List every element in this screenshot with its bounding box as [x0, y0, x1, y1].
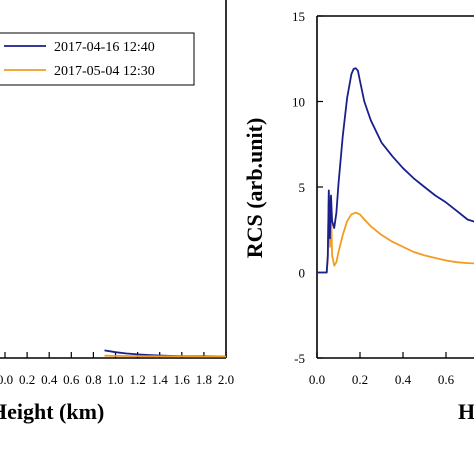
legend-label-series-2: 2017-05-04 12:30 [54, 64, 155, 79]
right-x-ticks: 0.0 0.2 0.4 0.6 [309, 352, 455, 387]
right-x-axis-title: Height (km) [458, 399, 474, 424]
left-x-tick-label: 0.4 [41, 372, 58, 387]
left-series-line-2 [104, 354, 226, 358]
left-x-tick-label: 1.0 [107, 372, 123, 387]
right-x-tick-label: 0.4 [395, 372, 412, 387]
right-y-tick-label: 10 [292, 95, 305, 110]
left-x-tick-label: 1.6 [174, 372, 191, 387]
left-panel: 0.0 0.2 0.4 0.6 0.8 1.0 1.2 1.4 1.6 1.8 2.0 2017-0… [0, 0, 234, 424]
left-x-tick-label: 2.0 [218, 372, 234, 387]
left-x-tick-label: 1.2 [129, 372, 145, 387]
right-y-tick-label: 5 [299, 180, 306, 195]
right-series-lines [317, 67, 474, 274]
right-series-line-1 [317, 67, 474, 274]
left-x-axis-title: Height (km) [0, 399, 104, 424]
left-x-tick-label: 0.2 [19, 372, 35, 387]
left-x-tick-label: 0.6 [63, 372, 80, 387]
left-x-tick-label: 0.0 [0, 372, 13, 387]
left-x-tick-label: 1.8 [196, 372, 212, 387]
right-x-tick-label: 0.2 [352, 372, 368, 387]
right-panel: -5 0 5 10 15 0.0 0.2 0.4 0.6 RCS (arb.unit) Hei… [242, 9, 474, 424]
right-x-tick-label: 0.6 [438, 372, 455, 387]
right-y-tick-label: 15 [292, 9, 305, 24]
right-y-ticks: -5 0 5 10 15 [292, 9, 323, 366]
right-y-tick-label: -5 [294, 351, 305, 366]
left-x-ticks: 0.0 0.2 0.4 0.6 0.8 1.0 1.2 1.4 1.6 1.8 2.0 [0, 352, 234, 387]
left-series-lines [104, 349, 227, 358]
left-x-tick-label: 0.8 [85, 372, 101, 387]
left-x-tick-label: 1.4 [152, 372, 169, 387]
right-x-tick-label: 0.0 [309, 372, 325, 387]
right-y-tick-label: 0 [299, 266, 306, 281]
right-y-axis-title: RCS (arb.unit) [242, 118, 267, 259]
legend: 2017-04-16 12:40 2017-05-04 12:30 [0, 32, 195, 86]
legend-label-series-1: 2017-04-16 12:40 [54, 40, 155, 55]
legend-box [0, 32, 195, 86]
